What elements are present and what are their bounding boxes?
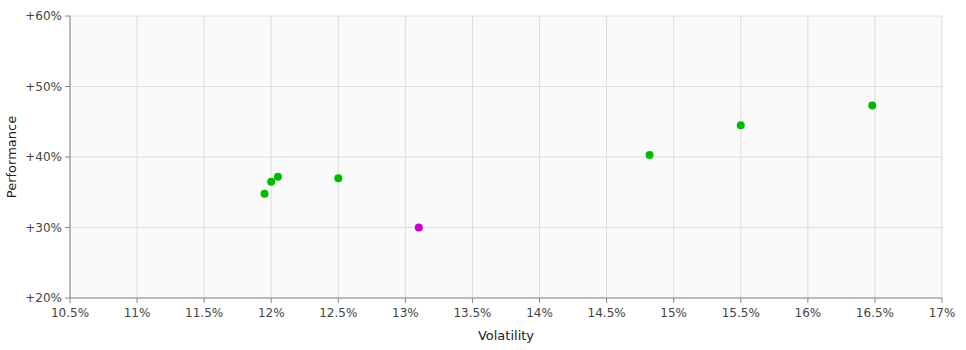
y-grid-line [70,86,942,87]
x-tick [874,298,875,303]
x-tick [338,298,339,303]
x-tick [807,298,808,303]
x-tick-label: 14% [526,306,553,320]
x-tick [942,298,943,303]
series [261,102,877,198]
x-tick-label: 14.5% [588,306,626,320]
x-tick [673,298,674,303]
x-tick [271,298,272,303]
y-tick [65,227,70,228]
y-grid-line [70,157,942,158]
y-grid-line [70,227,942,228]
y-grid-line [70,298,942,299]
y-axis-label: Performance [4,116,19,198]
y-tick [65,298,70,299]
scatter-point [334,174,342,182]
y-tick [65,157,70,158]
x-tick-label: 12.5% [319,306,357,320]
plot-background [70,16,942,298]
y-grid-line [70,16,942,17]
x-tick [606,298,607,303]
x-tick [204,298,205,303]
scatter-point [261,190,269,198]
x-tick [70,298,71,303]
y-tick [65,86,70,87]
y-tick-label: +20% [25,291,62,305]
x-tick-label: 13.5% [453,306,491,320]
x-tick-label: 15% [660,306,687,320]
chart: 10.5% 11% 11.5% 12% 12.5% 13% 13.5% 14% 14.5% 15%… [0,0,966,350]
scatter-point [267,178,275,186]
x-tick-label: 13% [392,306,419,320]
scatter-point [274,173,282,181]
y-axis-line [70,16,71,298]
y-axis: +20% +30% +40% +50% +60% [25,9,70,305]
x-tick [405,298,406,303]
x-tick [539,298,540,303]
x-axis-label: Volatility [478,328,534,343]
x-tick-label: 16% [795,306,822,320]
page: {"chart_data": {"type": "scatter", "xlab… [0,0,966,350]
x-tick [137,298,138,303]
points [261,102,877,232]
scatter-point [737,121,745,129]
series [415,224,423,232]
x-axis: 10.5% 11% 11.5% 12% 12.5% 13% 13.5% 14% 14.5% 15%… [51,298,955,320]
x-tick-label: 11.5% [185,306,223,320]
scatter-point [646,151,654,159]
x-tick-label: 11% [124,306,151,320]
scatter-point [868,102,876,110]
x-tick-label: 17% [929,306,956,320]
y-tick-label: +60% [25,9,62,23]
scatter-point [415,224,423,232]
y-tick-label: +30% [25,221,62,235]
x-tick-label: 15.5% [722,306,760,320]
x-tick-label: 10.5% [51,306,89,320]
x-tick [472,298,473,303]
x-axis-line [70,298,942,299]
y-tick [65,16,70,17]
x-tick-label: 16.5% [856,306,894,320]
x-tick [740,298,741,303]
grid [70,16,942,298]
y-tick-label: +50% [25,80,62,94]
x-grid-line [70,16,71,298]
x-tick-label: 12% [258,306,285,320]
y-tick-label: +40% [25,150,62,164]
